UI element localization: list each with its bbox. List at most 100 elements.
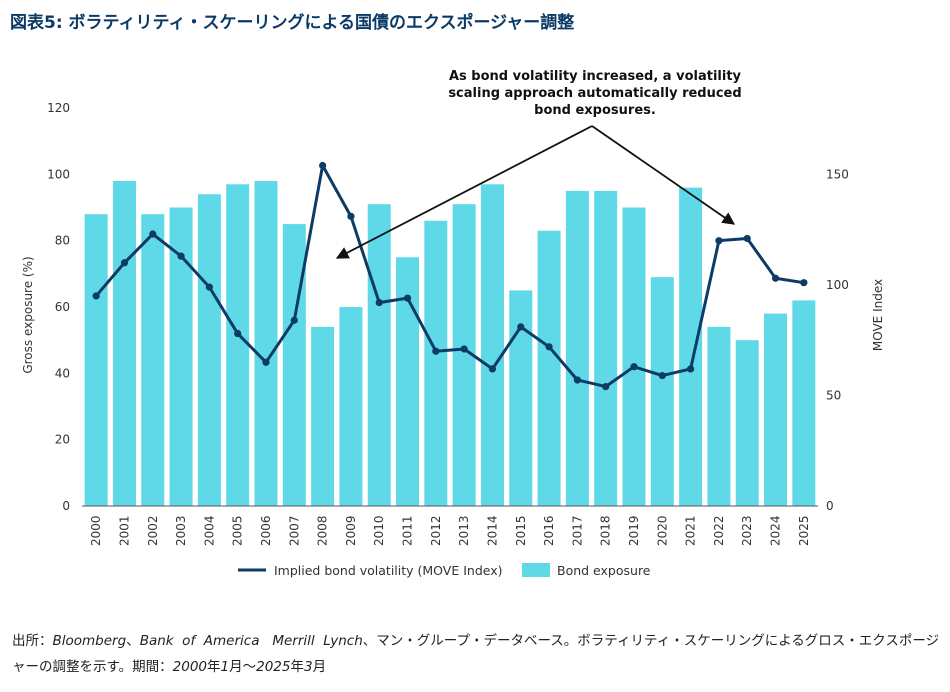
x-tick-label: 2012: [429, 515, 443, 546]
legend-label-move: Implied bond volatility (MOVE Index): [274, 563, 503, 578]
bar-2004: [197, 194, 221, 506]
period-year-char-1: 年: [207, 659, 221, 675]
bar-2008: [311, 326, 335, 506]
bar-series: [84, 180, 816, 507]
period-year-char-2: 年: [290, 659, 304, 675]
x-tick-label: 2019: [627, 515, 641, 546]
bar-2011: [396, 257, 420, 506]
line-series: [92, 161, 808, 391]
source-description: 、マン・グループ・データベース。ボラティリティ・スケーリングによるグロス・エクス…: [12, 633, 940, 675]
x-tick-label: 2005: [231, 515, 245, 546]
x-tick-label: 2010: [372, 515, 386, 546]
x-tick-label: 2022: [712, 515, 726, 546]
x-tick-label: 2007: [287, 515, 301, 546]
period-start-month: 1: [220, 659, 230, 675]
x-tick-label: 2023: [740, 515, 754, 546]
arrow-to-2008: [335, 125, 593, 259]
source-bloomberg: Bloomberg: [52, 633, 127, 649]
period-end-month: 3: [303, 659, 313, 675]
period-month-char-1: 月～: [229, 659, 257, 675]
move-point-2005: [234, 329, 242, 338]
move-point-2013: [460, 345, 468, 353]
x-tick-label: 2013: [457, 515, 471, 546]
move-point-2003: [177, 252, 185, 260]
chart-annotation: As bond volatility increased, a volatili…: [430, 68, 760, 119]
bar-2013: [452, 204, 476, 506]
bar-2025: [792, 300, 816, 506]
move-index-line: [95, 163, 805, 389]
x-tick-label: 2015: [514, 515, 528, 546]
arrow-to-2022: [591, 125, 736, 225]
y2-tick-label: 150: [826, 167, 849, 181]
move-point-2012: [432, 347, 440, 355]
move-point-2023: [743, 234, 751, 243]
bar-2016: [537, 230, 561, 506]
y-tick-label: 120: [47, 101, 70, 115]
move-point-2001: [120, 259, 129, 267]
x-tick-label: 2006: [259, 515, 273, 546]
period-month-char-2: 月: [312, 659, 327, 675]
move-point-2004: [205, 283, 213, 291]
annotation-arrows: [335, 125, 736, 259]
y-tick-label: 60: [55, 300, 70, 314]
bar-2021: [679, 187, 703, 506]
bar-2003: [169, 207, 193, 506]
x-tick-label: 2020: [655, 515, 669, 546]
move-point-2020: [658, 371, 666, 380]
y-tick-label: 100: [47, 167, 70, 181]
axes: 0 20 40 60 80 100 120 0 50 100 150 2000 2001 2002 2003…: [21, 101, 885, 546]
move-point-2018: [602, 383, 610, 391]
bar-2019: [622, 207, 646, 506]
bar-2024: [764, 313, 788, 506]
x-tick-label: 2002: [146, 515, 160, 546]
x-tick-label: 2003: [174, 515, 188, 546]
move-point-2016: [545, 343, 553, 351]
x-tick-label: 2001: [117, 515, 131, 546]
annotation-line-2: scaling approach automatically reduced: [448, 86, 742, 101]
source-prefix: 出所：: [12, 633, 53, 649]
bar-2010: [367, 204, 391, 506]
bar-2014: [480, 184, 504, 507]
bar-2001: [112, 180, 136, 506]
move-point-2002: [149, 230, 157, 238]
y2-tick-label: 0: [826, 499, 834, 513]
bar-2022: [707, 326, 731, 506]
move-point-2011: [403, 294, 412, 302]
bar-2017: [565, 190, 589, 506]
x-tick-label: 2000: [89, 515, 103, 546]
x-tick-label: 2025: [797, 515, 811, 546]
bar-2007: [282, 224, 306, 507]
move-point-2017: [573, 376, 581, 384]
y2-axis-title: MOVE Index: [871, 279, 885, 351]
move-point-2009: [347, 212, 355, 220]
period-end-year: 2025: [256, 659, 291, 675]
bar-2006: [254, 180, 278, 506]
source-bofa: Bank of America Merrill Lynch: [139, 633, 363, 649]
bar-2002: [141, 214, 165, 506]
bar-2023: [735, 340, 759, 506]
move-point-2014: [488, 365, 497, 373]
period-start-year: 2000: [172, 659, 208, 675]
move-point-2022: [715, 237, 723, 245]
y2-tick-label: 50: [826, 388, 841, 402]
y-tick-label: 80: [55, 234, 70, 248]
legend: Implied bond volatility (MOVE Index) Bond…: [238, 563, 651, 578]
bar-2005: [226, 184, 250, 507]
bar-2000: [84, 214, 108, 506]
bar-2009: [339, 307, 363, 506]
y-tick-label: 20: [55, 433, 70, 447]
move-point-2007: [290, 316, 298, 324]
move-point-2010: [375, 298, 383, 307]
x-tick-label: 2014: [485, 515, 499, 546]
legend-label-bond: Bond exposure: [557, 563, 651, 578]
x-tick-label: 2017: [570, 515, 584, 546]
move-point-2000: [92, 292, 100, 300]
move-point-2006: [262, 358, 270, 366]
bar-2015: [509, 290, 533, 506]
y-axis-title: Gross exposure (%): [21, 256, 35, 373]
x-tick-label: 2004: [202, 515, 216, 546]
x-tick-label: 2024: [769, 515, 783, 546]
y-tick-label: 40: [55, 366, 70, 380]
move-point-2021: [687, 365, 695, 373]
move-point-2024: [771, 274, 780, 282]
